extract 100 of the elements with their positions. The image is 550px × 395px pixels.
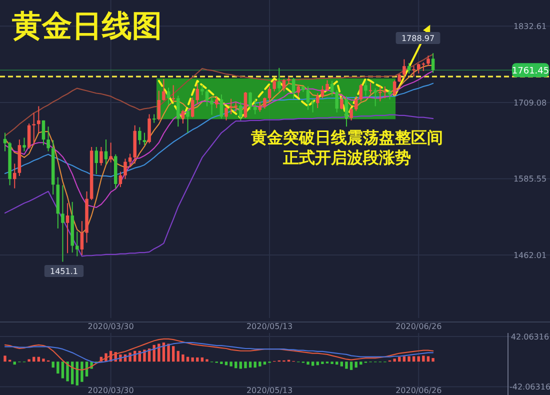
- candlestick: [374, 88, 377, 107]
- bar: [56, 362, 60, 374]
- candlestick: [200, 84, 204, 96]
- candlestick: [388, 89, 392, 100]
- bar: [393, 358, 396, 362]
- candlestick: [196, 83, 200, 105]
- bar: [350, 362, 353, 370]
- bar: [28, 359, 30, 362]
- candlestick: [392, 80, 396, 96]
- x-tick-label: 2020/06/26: [396, 322, 442, 331]
- candlestick: [344, 96, 348, 128]
- annotation: 黄金突破日线震荡盘整区间: [250, 128, 443, 147]
- candlestick: [80, 220, 84, 256]
- candlestick: [350, 108, 353, 121]
- y-tick-label: 1832.61: [513, 22, 547, 32]
- candlestick: [316, 92, 320, 109]
- annotation: 1788.97: [401, 34, 435, 43]
- bar: [4, 356, 6, 362]
- line-series: [4, 342, 434, 364]
- candlestick: [12, 163, 16, 189]
- candlestick: [100, 146, 103, 166]
- candlestick: [431, 52, 435, 74]
- y-tick-label: 1709.08: [513, 98, 547, 108]
- candlestick: [128, 153, 132, 168]
- candlestick: [148, 114, 151, 144]
- candlestick: [253, 98, 257, 115]
- x-tick-label: 2020/06/26: [396, 386, 442, 395]
- annotation: 1451.1: [50, 267, 78, 276]
- candlestick: [176, 95, 180, 128]
- candlestick: [263, 97, 266, 110]
- candlestick: [407, 62, 411, 74]
- candlestick: [340, 96, 344, 110]
- ref-line-label: 1761.45: [512, 66, 550, 77]
- bar: [360, 362, 362, 365]
- annotation: 正式开启波段涨势: [282, 148, 411, 167]
- candlestick: [37, 106, 40, 134]
- bar: [345, 362, 348, 369]
- bar: [66, 362, 69, 382]
- bar: [13, 362, 16, 365]
- candlestick: [326, 80, 329, 92]
- bar: [422, 356, 425, 362]
- bar: [311, 362, 314, 366]
- candlestick: [214, 96, 218, 109]
- bar: [158, 344, 160, 362]
- candlestick: [142, 132, 146, 146]
- chart-title: 黄金日线图: [12, 9, 162, 44]
- x-tick-label: 2020/05/13: [246, 322, 293, 331]
- candlestick: [234, 101, 238, 112]
- bar: [182, 354, 184, 362]
- candlestick: [311, 98, 314, 113]
- bar: [234, 362, 238, 368]
- line-series: [4, 338, 434, 371]
- bar: [191, 357, 194, 362]
- candlestick: [22, 137, 26, 152]
- bar: [316, 362, 319, 366]
- candlestick: [368, 82, 372, 94]
- candlestick: [124, 158, 127, 180]
- bar: [52, 362, 54, 368]
- candlestick: [292, 77, 296, 100]
- candlestick: [186, 108, 190, 134]
- candlestick: [359, 83, 363, 102]
- candlestick: [32, 112, 36, 146]
- candlestick: [109, 142, 112, 163]
- candlestick: [162, 78, 166, 102]
- bar: [244, 362, 247, 368]
- candlestick: [157, 90, 161, 121]
- bar: [248, 362, 252, 368]
- candlestick: [306, 86, 310, 110]
- bar: [408, 356, 410, 362]
- candlestick: [3, 132, 7, 152]
- candlestick: [354, 96, 358, 112]
- candlestick: [66, 202, 70, 254]
- candlestick: [46, 126, 50, 152]
- bar: [254, 362, 256, 368]
- x-tick-label: 2020/03/30: [88, 386, 134, 395]
- candlestick: [220, 94, 224, 120]
- bar: [230, 362, 232, 366]
- candlestick: [138, 126, 142, 145]
- candlestick: [335, 90, 338, 113]
- candlestick: [172, 84, 175, 102]
- candlestick: [282, 78, 286, 92]
- candlestick: [224, 106, 228, 121]
- candlestick: [412, 66, 416, 78]
- bar: [258, 362, 262, 366]
- candlestick: [76, 231, 79, 257]
- x-tick-label: 2020/03/30: [88, 322, 134, 331]
- bar: [306, 362, 310, 365]
- candlestick: [104, 139, 108, 165]
- candlestick: [248, 92, 252, 110]
- candlestick: [258, 101, 262, 112]
- bar: [172, 346, 175, 362]
- bar: [239, 362, 242, 369]
- x-tick-label: 2020/05/13: [246, 386, 293, 395]
- candlestick: [239, 101, 242, 121]
- candlestick: [190, 97, 194, 118]
- bar: [80, 362, 84, 382]
- y-tick-label: 1585.55: [513, 174, 547, 184]
- bar: [61, 362, 64, 378]
- candlestick: [296, 84, 300, 98]
- candlestick: [320, 85, 324, 99]
